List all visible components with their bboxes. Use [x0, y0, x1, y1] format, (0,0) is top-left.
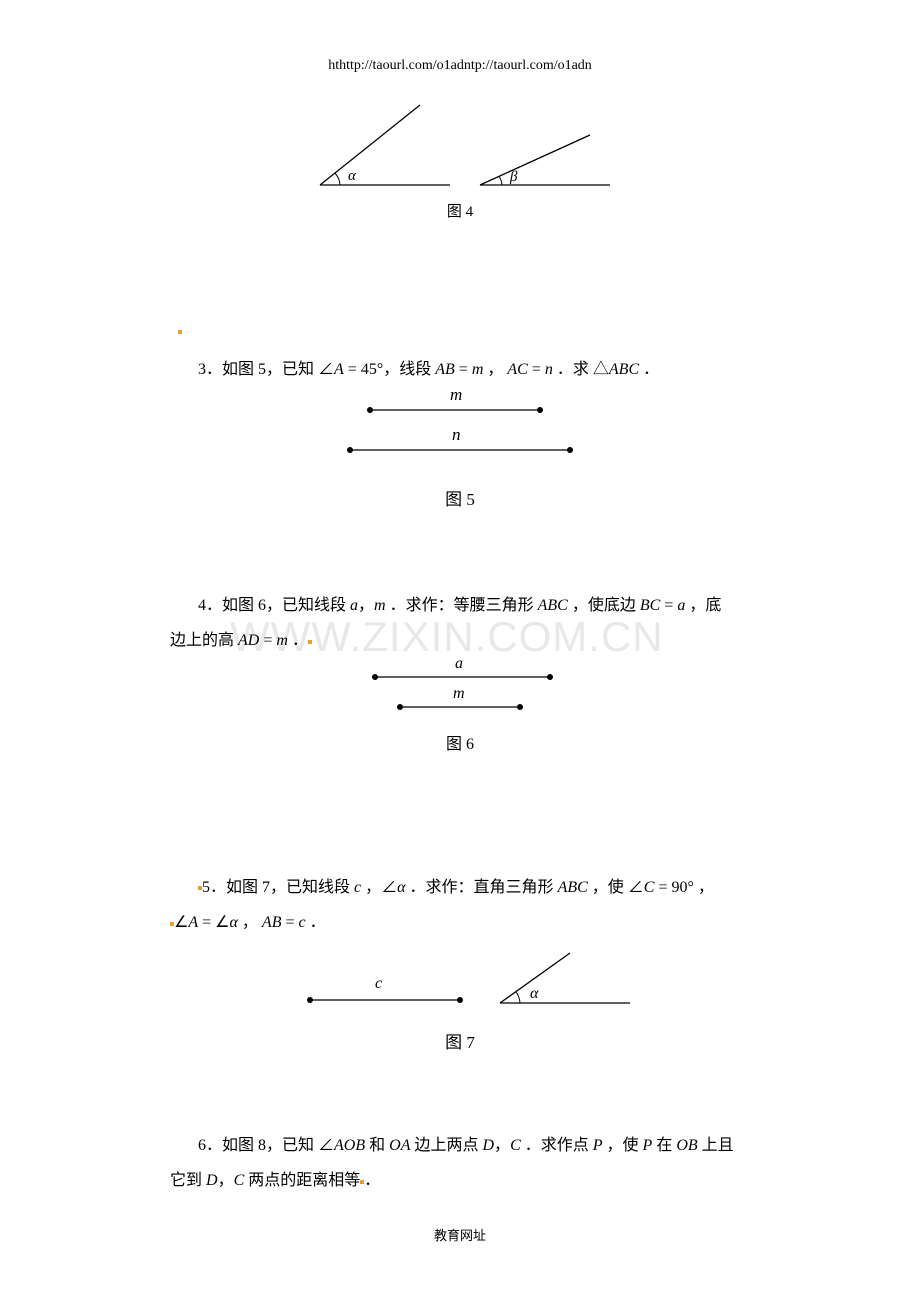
figure-4-block: α β 图 4 — [170, 100, 750, 221]
fig6-caption-prefix: 图 — [446, 736, 462, 753]
marker-dot-3 — [198, 886, 202, 890]
fig5-m-label: m — [450, 385, 462, 404]
p3-prefix: 3．如图 5，已知 ∠A = 45°，线段 AB = m ， AC = n ．求… — [198, 361, 659, 378]
problem-6-text: 6．如图 8，已知 ∠AOB 和 OA 边上两点 D，C ．求作点 P ，使 P… — [170, 1128, 750, 1198]
beta-label: β — [509, 169, 518, 185]
figure-5-svg: m n — [330, 385, 590, 485]
problem-4-text: 4．如图 6，已知线段 a，m ．求作：等腰三角形 ABC ，使底边 BC = … — [170, 588, 750, 658]
fig4-caption-num: 4 — [466, 204, 474, 220]
figure-5-caption: 图 5 — [170, 485, 750, 510]
fig6-m-label: m — [453, 685, 465, 702]
fig4-caption-prefix: 图 — [447, 204, 462, 220]
figure-5-block: m n 图 5 — [170, 385, 750, 510]
figure-4-svg: α β — [310, 100, 610, 200]
figure-6-caption: 图 6 — [170, 730, 750, 754]
figure-7-caption: 图 7 — [170, 1028, 750, 1053]
problem-3-text: 3．如图 5，已知 ∠A = 45°，线段 AB = m ， AC = n ．求… — [170, 352, 750, 387]
alpha-label: α — [348, 168, 357, 184]
fig7-caption-num: 7 — [466, 1033, 475, 1052]
figure-4-caption: 图 4 — [170, 200, 750, 221]
marker-dot-5 — [360, 1180, 364, 1184]
marker-dot-2 — [308, 640, 312, 644]
footer-text: 教育网址 — [0, 1225, 920, 1244]
marker-dot-1 — [178, 323, 182, 341]
fig5-n-label: n — [452, 425, 461, 444]
fig6-caption-num: 6 — [466, 736, 474, 753]
figure-7-block: c α 图 7 — [170, 948, 750, 1053]
figure-6-svg: a m — [350, 655, 570, 730]
figure-7-svg: c α — [280, 948, 640, 1028]
header-url: hthttp://taourl.com/o1adntp://taourl.com… — [0, 58, 920, 74]
fig5-caption-num: 5 — [466, 490, 475, 509]
marker-dot-4 — [170, 922, 174, 926]
fig7-c-label: c — [375, 975, 382, 992]
fig7-caption-prefix: 图 — [445, 1033, 462, 1052]
figure-6-block: a m 图 6 — [170, 655, 750, 754]
fig5-caption-prefix: 图 — [445, 490, 462, 509]
fig7-alpha-label: α — [530, 985, 539, 1002]
problem-5-text: 5．如图 7，已知线段 c ，∠α ．求作：直角三角形 ABC ，使 ∠C = … — [170, 870, 750, 940]
